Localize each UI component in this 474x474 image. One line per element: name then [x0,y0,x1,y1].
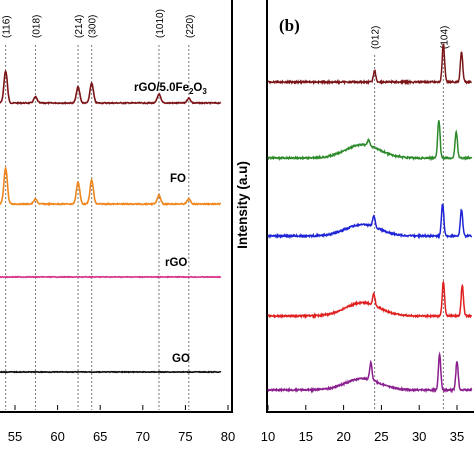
series-a-0 [0,69,221,106]
x-tick-label-a-4: 75 [178,429,192,444]
x-tick-label-a-5: 80 [221,429,235,444]
peak-label-a-1: (018) [31,15,42,38]
x-tick-label-b-1: 15 [299,429,313,444]
series-b-1 [267,120,473,162]
series-b-2 [267,203,473,240]
series-a-3 [0,370,222,374]
x-tick-label-b-2: 20 [336,429,350,444]
panel-b-frame [266,0,474,413]
x-tick-label-a-2: 65 [93,429,107,444]
series-label-go: GO [172,353,190,365]
panel-a-frame [0,0,233,413]
series-b-3 [267,280,473,320]
x-tick-label-b-4: 30 [412,429,426,444]
x-tick-label-b-3: 25 [374,429,388,444]
x-tick-label-b-0: 10 [261,429,275,444]
panel-b-label: (b) [279,16,300,35]
series-a-1 [0,165,222,207]
series-label-fo: FO [170,173,186,185]
peak-label-a-5: (220) [185,15,196,38]
peak-label-b-0: (012) [371,26,382,49]
y-axis-title: Intensity (a.u) [235,161,250,249]
peak-label-a-3: (300) [88,15,99,38]
series-label-rgo: rGO [165,257,187,269]
panel-a: (116) (018) (214) (300) (1010) (220) 55 60 65 70… [0,0,235,444]
x-tick-label-b-5: 35 [450,429,464,444]
x-tick-label-a-3: 70 [136,429,150,444]
peak-label-a-4: (1010) [155,9,166,38]
series-b-4 [267,351,473,394]
series-label-rgo-fe2o3: rGO/5.0Fe2O3 [134,82,207,96]
peak-label-a-2: (214) [74,15,85,38]
series-a-2 [0,275,222,279]
peak-label-a-0: (116) [2,15,13,38]
x-tick-label-a-0: 55 [8,429,22,444]
peak-label-b-1: (104) [439,26,450,49]
series-b-0 [267,43,472,86]
panel-b: Intensity (a.u) (b) (012) (104) 10 15 20 25 3… [235,0,474,444]
x-tick-label-a-1: 60 [50,429,64,444]
